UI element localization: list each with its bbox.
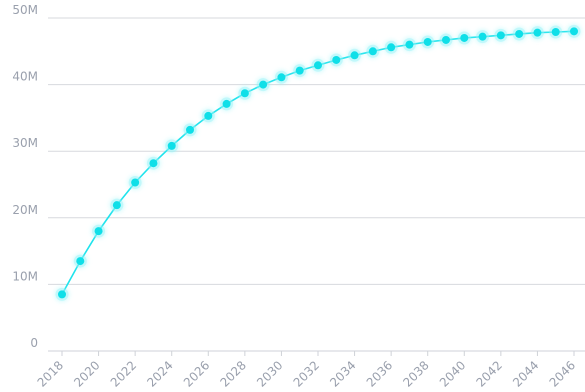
data-point[interactable]: [222, 99, 231, 108]
data-point[interactable]: [387, 43, 396, 52]
data-point[interactable]: [496, 31, 505, 40]
data-point[interactable]: [515, 29, 524, 38]
y-tick-label: 40M: [12, 70, 38, 84]
data-point[interactable]: [204, 111, 213, 120]
data-point[interactable]: [167, 141, 176, 150]
x-tick-label: 2020: [71, 358, 102, 389]
data-point[interactable]: [442, 35, 450, 44]
data-point[interactable]: [186, 125, 194, 134]
data-point[interactable]: [131, 178, 140, 187]
x-tick-label: 2036: [364, 358, 395, 389]
data-point[interactable]: [295, 66, 304, 75]
data-point[interactable]: [460, 33, 469, 42]
x-axis: 2018 2020 2022 2024 2026 2028 2030 2032 2034 2036…: [35, 351, 578, 390]
data-point[interactable]: [277, 73, 286, 82]
y-tick-label: 0: [30, 336, 38, 350]
data-point[interactable]: [423, 37, 432, 46]
data-point[interactable]: [149, 159, 158, 168]
y-tick-label: 30M: [12, 136, 38, 150]
data-point[interactable]: [240, 89, 249, 98]
x-tick-label: 2018: [35, 358, 66, 389]
data-point[interactable]: [551, 27, 560, 36]
data-point[interactable]: [533, 28, 542, 37]
y-tick-label: 50M: [12, 3, 38, 17]
y-tick-label: 20M: [12, 203, 38, 217]
x-tick-label: 2046: [547, 358, 578, 389]
x-tick-label: 2026: [181, 358, 212, 389]
y-axis-labels: 0 10M 20M 30M 40M 50M: [12, 3, 38, 350]
x-tick-label: 2030: [254, 358, 285, 389]
data-point[interactable]: [314, 61, 322, 70]
data-point[interactable]: [76, 257, 85, 266]
x-tick-label: 2034: [327, 358, 358, 389]
grid-lines: [48, 17, 585, 352]
data-point[interactable]: [332, 55, 341, 64]
data-point[interactable]: [94, 227, 103, 236]
data-point[interactable]: [405, 40, 414, 49]
series-layer: [55, 24, 581, 301]
data-point[interactable]: [58, 290, 66, 299]
x-tick-label: 2028: [217, 358, 248, 389]
data-point[interactable]: [570, 27, 578, 36]
x-tick-label: 2044: [510, 358, 541, 389]
data-point[interactable]: [368, 47, 377, 56]
x-tick-label: 2040: [437, 358, 468, 389]
x-tick-label: 2022: [108, 358, 139, 389]
x-tick-label: 2042: [473, 358, 504, 389]
y-tick-label: 10M: [12, 269, 38, 283]
x-tick-label: 2032: [291, 358, 322, 389]
x-tick-label: 2038: [400, 358, 431, 389]
x-tick-label: 2024: [144, 358, 175, 389]
data-point[interactable]: [112, 201, 121, 210]
data-point[interactable]: [350, 51, 359, 60]
data-point[interactable]: [259, 80, 268, 89]
data-point[interactable]: [478, 32, 487, 41]
